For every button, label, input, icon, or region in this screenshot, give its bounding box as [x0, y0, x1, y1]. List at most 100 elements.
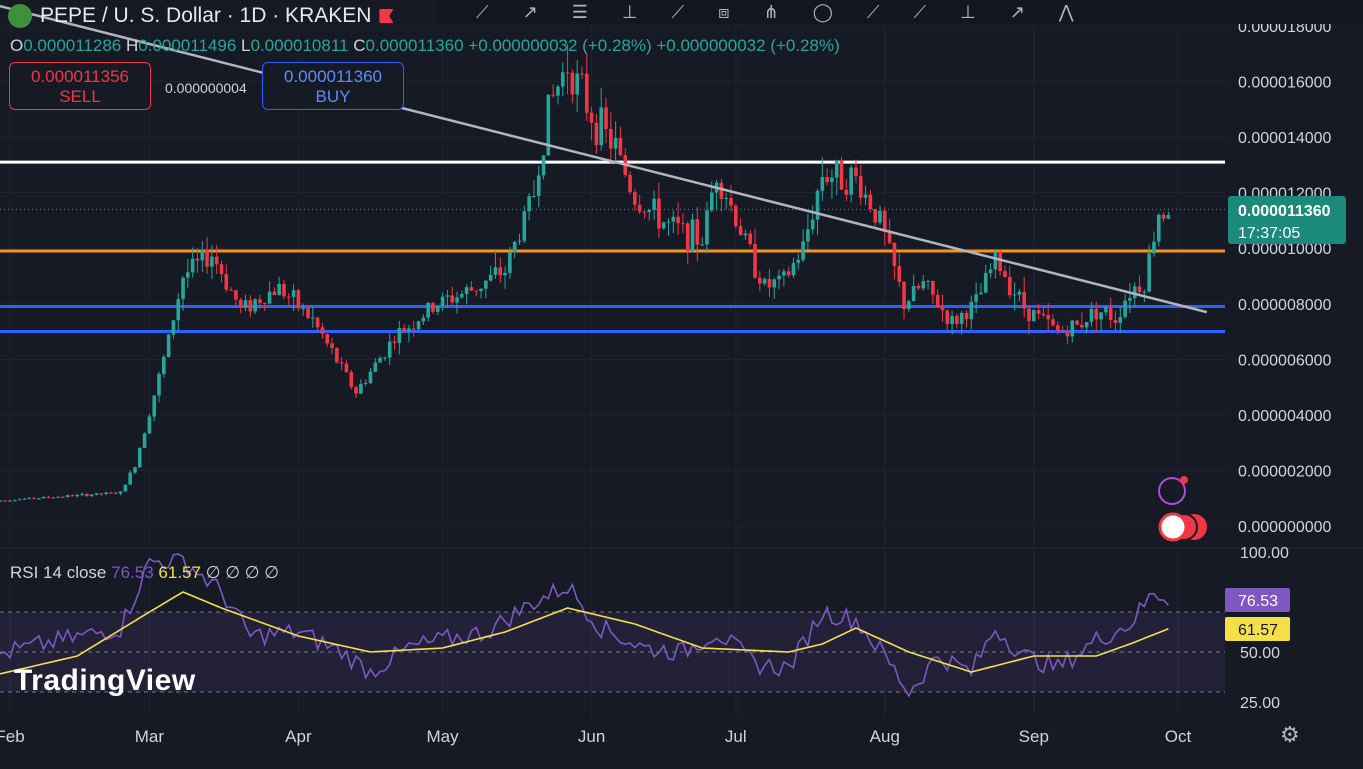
time-tick-label: Mar [135, 727, 165, 746]
candles [0, 43, 1171, 502]
candle-body [296, 290, 301, 309]
candle-body [359, 384, 363, 394]
price-tick-label: 0.000004000 [1238, 408, 1332, 425]
curve-tool-icon[interactable]: ↗ [1009, 1, 1025, 22]
price-badge-value: 0.000011360 [1238, 203, 1331, 220]
candle-body [604, 107, 608, 129]
candle-body [628, 174, 632, 193]
candle-body [979, 292, 983, 295]
candle-body [460, 293, 464, 298]
candle-body [1118, 317, 1123, 323]
candle-body [113, 492, 118, 494]
candle-body [195, 258, 200, 261]
candle-body [205, 249, 209, 267]
candle-body [820, 177, 825, 191]
candle-body [993, 251, 998, 270]
candle-body [830, 177, 834, 183]
horizontal-levels [0, 160, 1225, 334]
candle-body [767, 279, 772, 288]
price-tick-label: 0.000016000 [1238, 75, 1332, 92]
candle-body [1084, 322, 1089, 328]
candle-body [685, 223, 690, 252]
candle-body [661, 222, 666, 229]
candle-body [498, 267, 503, 276]
candle-body [99, 493, 104, 495]
candle-body [517, 240, 522, 242]
candle-body [719, 182, 724, 199]
candle-body [118, 491, 123, 494]
candle-body [825, 177, 829, 183]
candle-body [152, 395, 156, 417]
fib-tool-icon[interactable]: ⟋ [866, 1, 880, 22]
candle-body [705, 210, 709, 245]
parallel-tool-icon[interactable]: ☰ [571, 1, 588, 22]
vertical-tool-icon[interactable]: ⊥ [621, 1, 638, 22]
candle-body [642, 211, 647, 213]
circle-tool-icon[interactable]: ◯ [812, 1, 833, 22]
candle-body [363, 382, 368, 385]
candle-body [383, 357, 387, 359]
candle-body [229, 289, 233, 291]
candle-body [267, 291, 272, 304]
candle-body [1156, 214, 1161, 242]
candle-body [46, 496, 51, 498]
candle-body [844, 189, 849, 195]
tradingview-logo: TradingView [14, 664, 196, 697]
sell-button[interactable]: 0.000011356 SELL [9, 62, 151, 110]
candle-body [262, 302, 267, 304]
candle-body [392, 341, 397, 343]
candle-body [123, 484, 128, 492]
candle-body [959, 312, 964, 324]
pattern-tool-icon[interactable]: ⋀ [1058, 1, 1074, 22]
pitchfork-tool-icon[interactable]: ⋔ [763, 1, 779, 22]
symbol-title[interactable]: PEPE / U. S. Dollar · 1D · KRAKEN [40, 4, 372, 27]
trend-tool-icon[interactable]: ⟋ [476, 1, 489, 22]
candle-body [450, 295, 455, 303]
symbol-header[interactable]: PEPE / U. S. Dollar · 1D · KRAKEN [8, 4, 394, 28]
price-tick-label: 0.000006000 [1238, 352, 1332, 369]
anchor-tool-icon[interactable]: ⊥ [960, 1, 976, 22]
candle-body [13, 500, 17, 502]
candle-body [690, 219, 695, 252]
candle-body [801, 241, 805, 260]
candle-body [431, 302, 435, 312]
rsi-ma-line [0, 591, 1169, 675]
candle-body [474, 290, 479, 292]
candle-body [897, 266, 902, 282]
candle-body [41, 496, 46, 499]
candle-body [1060, 330, 1065, 332]
flag-icon[interactable] [379, 9, 394, 23]
buy-button[interactable]: 0.000011360 BUY [262, 62, 404, 110]
candle-body [988, 269, 993, 273]
channel-tool-icon[interactable]: ⧈ [718, 1, 730, 22]
candle-body [892, 242, 897, 267]
path-tool-icon[interactable]: ⟋ [671, 1, 685, 22]
candle-body [575, 73, 579, 95]
candle-body [354, 387, 358, 394]
ray-tool-icon[interactable]: ↗ [522, 1, 538, 22]
candle-body [1113, 319, 1118, 323]
candle-body [397, 328, 402, 343]
candle-body [609, 128, 613, 149]
candle-body [1065, 330, 1070, 337]
candle-body [1147, 253, 1151, 292]
candle-body [344, 363, 349, 373]
candle-body [1051, 319, 1055, 326]
node-tool-icon[interactable]: ⟋ [913, 1, 927, 22]
candle-body [998, 251, 1002, 272]
open-value: 0.000011286 [23, 36, 122, 55]
drawing-toolbar[interactable]: ⟋ ↗ ☰ ⊥ ⟋ ⧈ ⋔ ◯ ⟋ ⟋ ⊥ ↗ ⋀ [436, 0, 1363, 24]
candle-body [512, 241, 517, 253]
candle-body [1104, 307, 1108, 313]
settings-gear-icon[interactable]: ⚙ [1280, 722, 1300, 747]
candle-body [70, 495, 75, 497]
candle-body [440, 296, 445, 306]
candle-body [301, 308, 306, 310]
rsi-legend[interactable]: RSI 14 close 76.53 61.57 ∅ ∅ ∅ ∅ [10, 563, 279, 583]
candle-body [1080, 324, 1084, 328]
candle-body [671, 216, 676, 222]
candle-body [157, 374, 161, 396]
candle-body [1003, 271, 1007, 278]
pepe-coin-icon [8, 4, 32, 28]
